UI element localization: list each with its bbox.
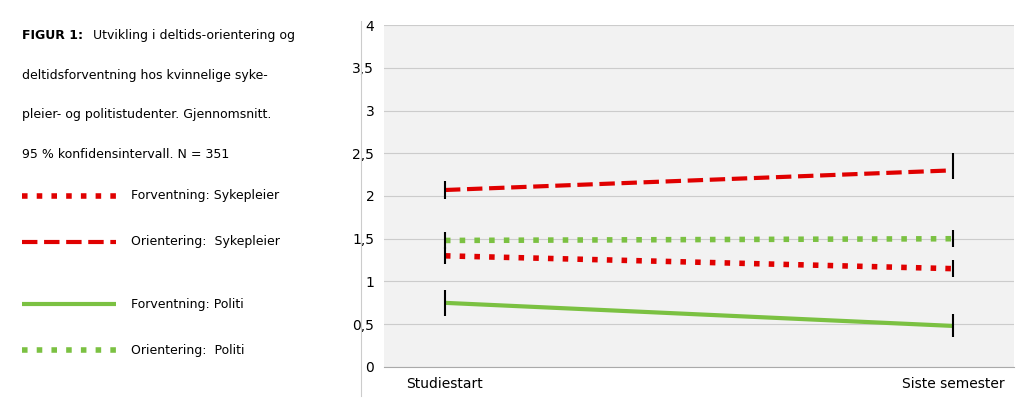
Text: Forventning: Politi: Forventning: Politi [131,298,244,311]
Text: Utvikling i deltids-orientering og: Utvikling i deltids-orientering og [89,29,295,42]
Text: Orientering:  Sykepleier: Orientering: Sykepleier [131,235,280,249]
Text: 95 % konfidensintervall. N = 351: 95 % konfidensintervall. N = 351 [22,148,229,161]
Text: pleier- og politistudenter. Gjennomsnitt.: pleier- og politistudenter. Gjennomsnitt… [22,108,271,121]
Text: deltidsforventning hos kvinnelige syke-: deltidsforventning hos kvinnelige syke- [22,69,267,82]
Text: Forventning: Sykepleier: Forventning: Sykepleier [131,189,279,203]
Text: FIGUR 1:: FIGUR 1: [22,29,83,42]
Text: Orientering:  Politi: Orientering: Politi [131,344,245,357]
